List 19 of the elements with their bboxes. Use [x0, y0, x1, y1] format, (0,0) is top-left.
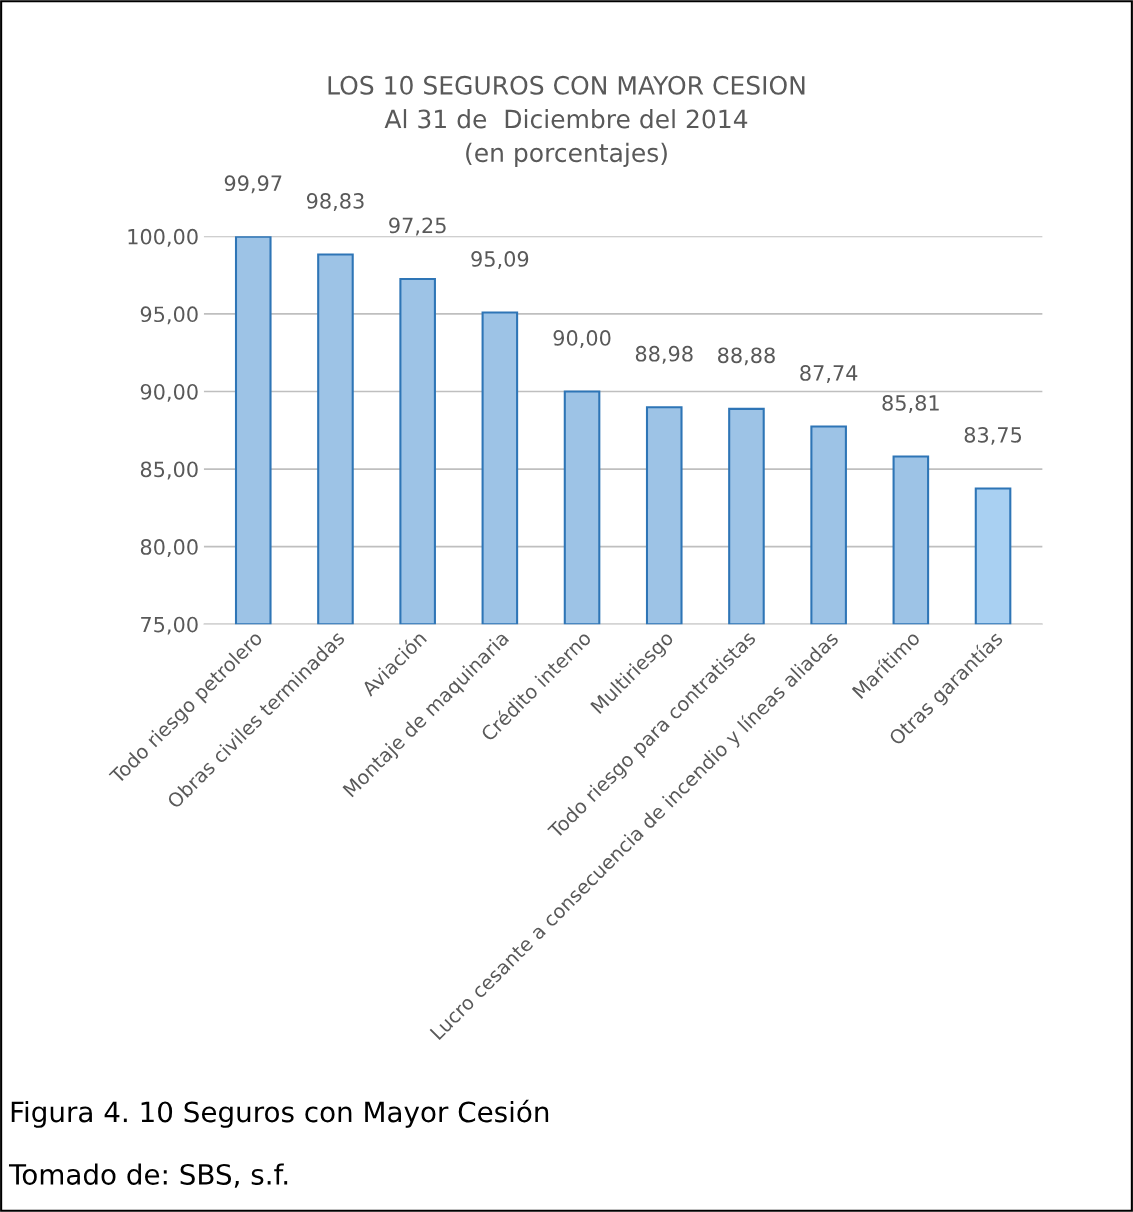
- chart-title: LOS 10 SEGUROS CON MAYOR CESION Al 31 de Diciembre del 2014 (en porcentajes): [328, 75, 805, 167]
- y-tick-label: 95,00: [140, 306, 198, 325]
- y-tick-label: 80,00: [140, 539, 198, 557]
- data-label: 87,74: [800, 365, 858, 383]
- y-tick-label: 100,00: [128, 228, 198, 247]
- data-label: 85,81: [882, 395, 939, 413]
- text: Tomado de: SBS, s.f.: [8, 1163, 288, 1188]
- data-label: 99,97: [224, 175, 282, 194]
- y-tick-label: 90,00: [140, 383, 198, 402]
- data-label: 98,83: [306, 193, 364, 211]
- data-label: 83,75: [964, 426, 1022, 445]
- data-label: 88,88: [718, 347, 775, 366]
- y-tick-label: 85,00: [140, 461, 198, 480]
- data-label: 95,09: [471, 251, 529, 269]
- data-label: 97,25: [389, 217, 446, 236]
- text: Figura 4. 10 Seguros con Mayor Cesión: [11, 1099, 549, 1128]
- data-label: 88,98: [635, 345, 693, 364]
- data-label: 90,00: [553, 330, 611, 348]
- y-tick-label: 75,00: [141, 616, 198, 635]
